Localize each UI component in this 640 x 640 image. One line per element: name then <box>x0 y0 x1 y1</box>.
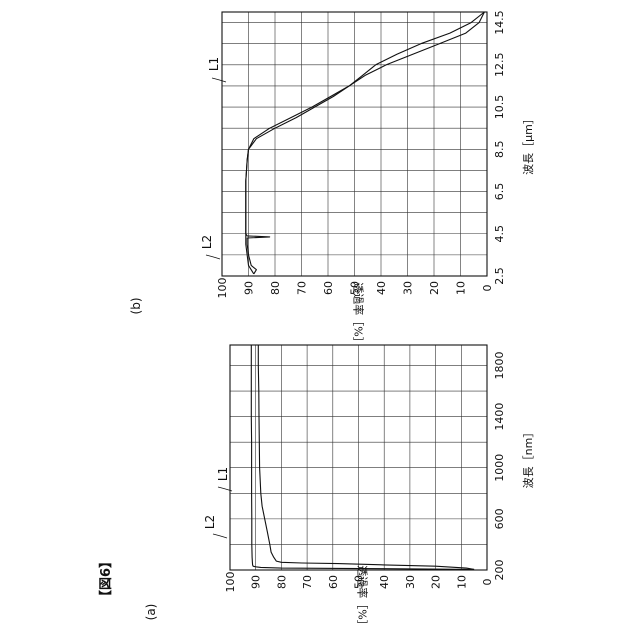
x-tick-label: 600 <box>493 508 506 529</box>
y-tick-label: 0 <box>481 285 494 292</box>
x-axis-label: 波長［nm］ <box>522 427 535 489</box>
series-line-l1 <box>258 345 474 569</box>
y-tick-label: 90 <box>243 281 256 295</box>
x-tick-label: 1400 <box>493 403 506 431</box>
y-tick-label: 30 <box>402 281 415 295</box>
x-tick-label: 10.5 <box>493 95 506 120</box>
y-axis-label: 透過率［%］ <box>352 282 366 347</box>
series-label-l2: L2 <box>200 235 214 249</box>
y-tick-label: 40 <box>375 281 388 295</box>
series-leader-l2 <box>206 255 220 259</box>
series-line-l1 <box>246 12 485 274</box>
series-label-l1: L1 <box>216 467 230 481</box>
series-label-l2: L2 <box>203 515 217 529</box>
y-tick-label: 0 <box>481 579 494 586</box>
y-tick-label: 90 <box>250 575 263 589</box>
series-line-l2 <box>251 345 474 569</box>
x-tick-label: 4.5 <box>493 225 506 243</box>
y-tick-label: 100 <box>216 278 229 299</box>
panel-label: (a) <box>144 604 158 621</box>
x-tick-label: 14.5 <box>493 10 506 34</box>
y-tick-label: 20 <box>428 281 441 295</box>
y-tick-label: 80 <box>275 575 288 589</box>
y-tick-label: 10 <box>455 281 468 295</box>
y-tick-label: 60 <box>322 281 335 295</box>
figure-label: 【図6】 <box>98 555 114 603</box>
series-leader-l1 <box>212 78 226 82</box>
series-label-l1: L1 <box>207 57 221 71</box>
y-tick-label: 60 <box>327 575 340 589</box>
x-tick-label: 200 <box>493 560 506 581</box>
x-tick-label: 6.5 <box>493 183 506 201</box>
y-tick-label: 80 <box>269 281 282 295</box>
series-line-l2 <box>246 12 485 274</box>
y-tick-label: 70 <box>301 575 314 589</box>
x-tick-label: 8.5 <box>493 141 506 159</box>
panel-label: (b) <box>129 298 143 315</box>
series-leader-l2 <box>213 534 227 538</box>
y-tick-label: 20 <box>430 575 443 589</box>
x-tick-label: 1000 <box>493 454 506 482</box>
y-tick-label: 70 <box>296 281 309 295</box>
y-tick-label: 40 <box>378 575 391 589</box>
chart-panel-a: 2006001000140018001009080706050403020100… <box>144 345 535 631</box>
x-tick-label: 1800 <box>493 351 506 379</box>
x-tick-label: 2.5 <box>493 267 506 285</box>
chart-panel-b: 2.54.56.58.510.512.514.51009080706050403… <box>129 10 535 347</box>
x-axis-label: 波長［μm］ <box>522 113 535 175</box>
y-tick-label: 10 <box>455 575 468 589</box>
y-axis-label: 透過率［%］ <box>356 565 370 630</box>
y-tick-label: 100 <box>224 572 237 593</box>
y-tick-label: 30 <box>404 575 417 589</box>
x-tick-label: 12.5 <box>493 53 506 78</box>
